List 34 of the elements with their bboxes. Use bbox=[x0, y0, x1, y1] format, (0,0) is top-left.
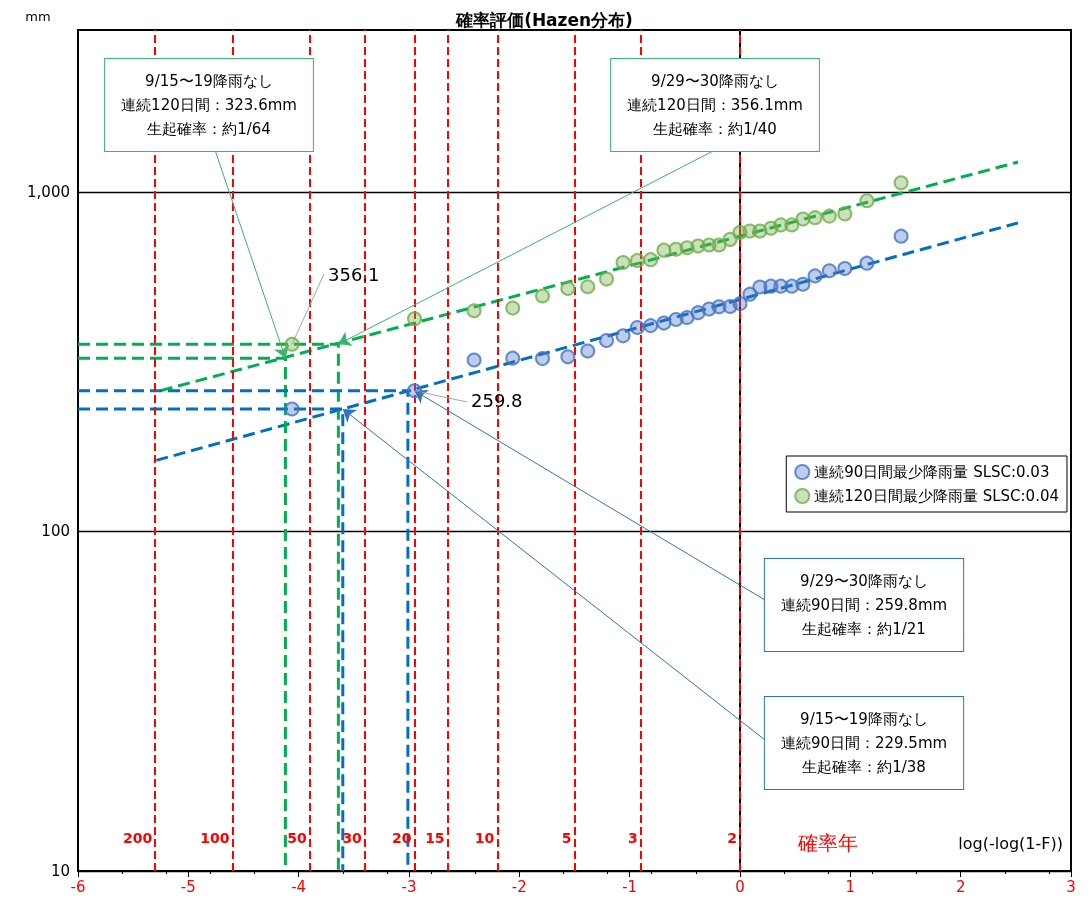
x-tick-label: 0 bbox=[735, 877, 745, 896]
annotation: 100 bbox=[200, 830, 230, 847]
y-tick-label: 10 bbox=[50, 862, 70, 880]
legend-label: 連続120日間最少降雨量 SLSC:0.04 bbox=[814, 487, 1060, 505]
legend-label: 連続90日間最少降雨量 SLSC:0.03 bbox=[814, 463, 1050, 481]
y-axis-title: mm bbox=[25, 8, 51, 24]
annotation: 5 bbox=[561, 830, 572, 847]
x-tick-label: -3 bbox=[401, 877, 417, 896]
annotation: 356.1 bbox=[328, 263, 380, 285]
annotation: 9/15〜19降雨なし連続90日間：229.5mm生起確率：約1/38 bbox=[780, 710, 948, 776]
annotation: 259.8 bbox=[471, 389, 523, 411]
y-tick-label: 1,000 bbox=[27, 182, 70, 201]
x-tick-label: 3 bbox=[1066, 877, 1076, 896]
annotation: 確率年 bbox=[797, 831, 858, 855]
annotation: 9/15〜19降雨なし連続120日間：323.6mm生起確率：約1/64 bbox=[121, 72, 297, 138]
x-tick-label: 1 bbox=[845, 877, 856, 896]
x-tick-label: -1 bbox=[622, 877, 638, 896]
annotation: 9/29〜30降雨なし連続120日間：356.1mm生起確率：約1/40 bbox=[627, 72, 803, 138]
x-tick-label: -5 bbox=[180, 877, 196, 896]
x-tick-label: 2 bbox=[955, 877, 966, 896]
x-tick-label: -2 bbox=[511, 877, 527, 896]
annotation: 9/29〜30降雨なし連続90日間：259.8mm生起確率：約1/21 bbox=[780, 572, 948, 638]
annotation: 3 bbox=[627, 830, 638, 847]
annotation: 200 bbox=[123, 830, 153, 847]
annotation: 10 bbox=[474, 830, 495, 847]
annotation: 50 bbox=[287, 830, 307, 847]
annotation: 2 bbox=[727, 830, 737, 847]
x-axis-title: log(-log(1-F)) bbox=[958, 833, 1063, 853]
annotation: 15 bbox=[425, 830, 445, 847]
x-tick-label: -4 bbox=[291, 877, 307, 896]
x-tick-label: -6 bbox=[70, 877, 86, 896]
chart-title: 確率評価(Hazen分布) bbox=[455, 9, 633, 30]
y-tick-label: 100 bbox=[41, 522, 70, 541]
annotation: 30 bbox=[342, 830, 363, 847]
